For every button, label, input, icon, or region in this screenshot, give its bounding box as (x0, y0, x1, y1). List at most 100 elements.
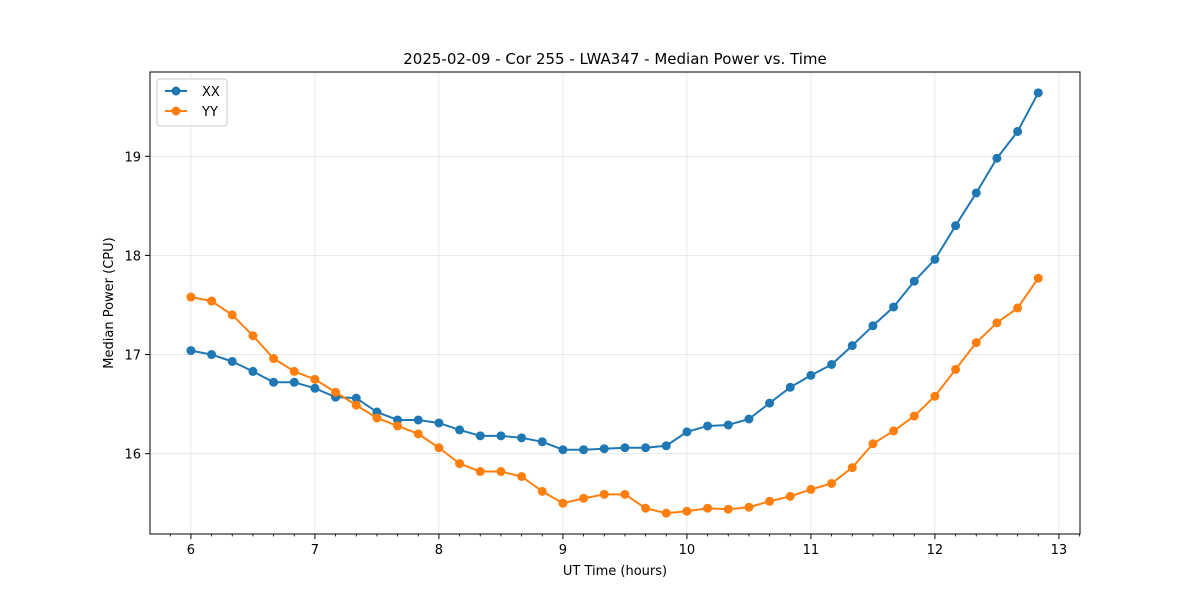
axis-ticks: 6 7 8 9 10 11 12 13 16 17 18 19 (124, 150, 1080, 558)
data-point-yy (351, 400, 361, 410)
data-point-yy (434, 443, 444, 453)
data-point-xx (227, 356, 237, 366)
data-point-yy (723, 504, 733, 514)
data-point-yy (661, 508, 671, 518)
data-point-yy (599, 489, 609, 499)
x-tick-label: 12 (927, 543, 944, 558)
data-point-yy (930, 391, 940, 401)
data-point-xx (930, 254, 940, 264)
data-point-yy (227, 310, 237, 320)
data-point-yy (248, 331, 258, 341)
data-point-yy (455, 459, 465, 469)
data-point-xx (1033, 88, 1043, 98)
data-point-xx (599, 444, 609, 454)
data-point-xx (496, 431, 506, 441)
data-point-xx (765, 398, 775, 408)
data-point-yy (909, 411, 919, 421)
x-tick-label: 7 (311, 543, 319, 558)
data-point-xx (1013, 126, 1023, 136)
x-tick-label: 6 (187, 543, 195, 558)
data-point-xx (971, 188, 981, 198)
chart-title: 2025-02-09 - Cor 255 - LWA347 - Median P… (403, 50, 827, 68)
data-point-xx (434, 418, 444, 428)
data-point-xx (785, 382, 795, 392)
data-point-xx (620, 443, 630, 453)
data-point-xx (951, 221, 961, 231)
data-point-xx (703, 421, 713, 431)
data-point-xx (744, 414, 754, 424)
data-point-yy (1013, 303, 1023, 313)
data-point-xx (289, 377, 299, 387)
data-point-xx (413, 415, 423, 425)
x-tick-label: 10 (679, 543, 696, 558)
data-point-xx (992, 153, 1002, 163)
data-point-yy (207, 296, 217, 306)
x-tick-label: 8 (435, 543, 443, 558)
x-tick-label: 13 (1051, 543, 1068, 558)
data-point-yy (827, 478, 837, 488)
data-point-yy (269, 354, 279, 364)
y-tick-label: 19 (124, 150, 141, 165)
data-point-yy (310, 374, 320, 384)
data-point-yy (537, 486, 547, 496)
data-point-xx (723, 420, 733, 430)
data-point-yy (289, 366, 299, 376)
data-point-yy (372, 413, 382, 423)
data-point-yy (868, 439, 878, 449)
data-point-yy (517, 472, 527, 481)
y-tick-label: 16 (124, 448, 141, 463)
data-point-yy (889, 426, 899, 436)
legend: XX YY (156, 78, 228, 127)
data-point-xx (351, 393, 361, 403)
data-point-yy (496, 467, 506, 477)
data-point-yy (413, 429, 423, 439)
data-point-xx (269, 377, 279, 387)
x-axis-title: UT Time (hours) (563, 564, 667, 579)
legend-label-yy: YY (201, 105, 218, 120)
data-point-yy (765, 496, 775, 506)
data-point-xx (248, 366, 258, 376)
data-point-yy (992, 318, 1002, 328)
data-point-yy (1033, 273, 1043, 283)
data-point-xx (806, 370, 816, 380)
data-point-xx (310, 383, 320, 393)
y-tick-label: 18 (124, 249, 141, 264)
data-point-xx (827, 359, 837, 369)
data-point-xx (661, 441, 671, 451)
data-point-yy (703, 503, 713, 513)
data-point-yy (641, 503, 651, 513)
data-point-yy (475, 467, 485, 477)
grid-lines (150, 72, 1080, 534)
data-point-xx (682, 427, 692, 437)
plot-frame (149, 71, 1081, 535)
data-point-xx (641, 443, 651, 453)
data-point-xx (868, 321, 878, 331)
data-point-yy (393, 421, 403, 431)
data-point-yy (744, 502, 754, 512)
legend-marker-xx (171, 86, 181, 96)
x-tick-label: 9 (559, 543, 567, 558)
data-point-xx (455, 425, 465, 435)
data-point-xx (207, 350, 217, 360)
legend-marker-yy (171, 106, 181, 116)
x-tick-label: 11 (803, 543, 820, 558)
data-point-yy (620, 489, 630, 499)
data-point-yy (951, 364, 961, 374)
data-point-yy (785, 491, 795, 501)
series-xx (186, 88, 1043, 455)
data-point-yy (186, 292, 196, 302)
data-point-yy (331, 387, 341, 397)
data-point-xx (558, 445, 568, 455)
data-point-xx (517, 433, 527, 443)
series-layer (186, 88, 1043, 518)
data-point-yy (682, 506, 692, 516)
data-point-yy (558, 498, 568, 508)
data-point-yy (847, 463, 857, 473)
data-point-xx (847, 341, 857, 351)
data-point-xx (889, 302, 899, 312)
legend-label-xx: XX (202, 85, 220, 100)
data-point-xx (475, 431, 485, 441)
series-yy (186, 273, 1043, 518)
y-axis-title: Median Power (CPU) (102, 237, 117, 368)
